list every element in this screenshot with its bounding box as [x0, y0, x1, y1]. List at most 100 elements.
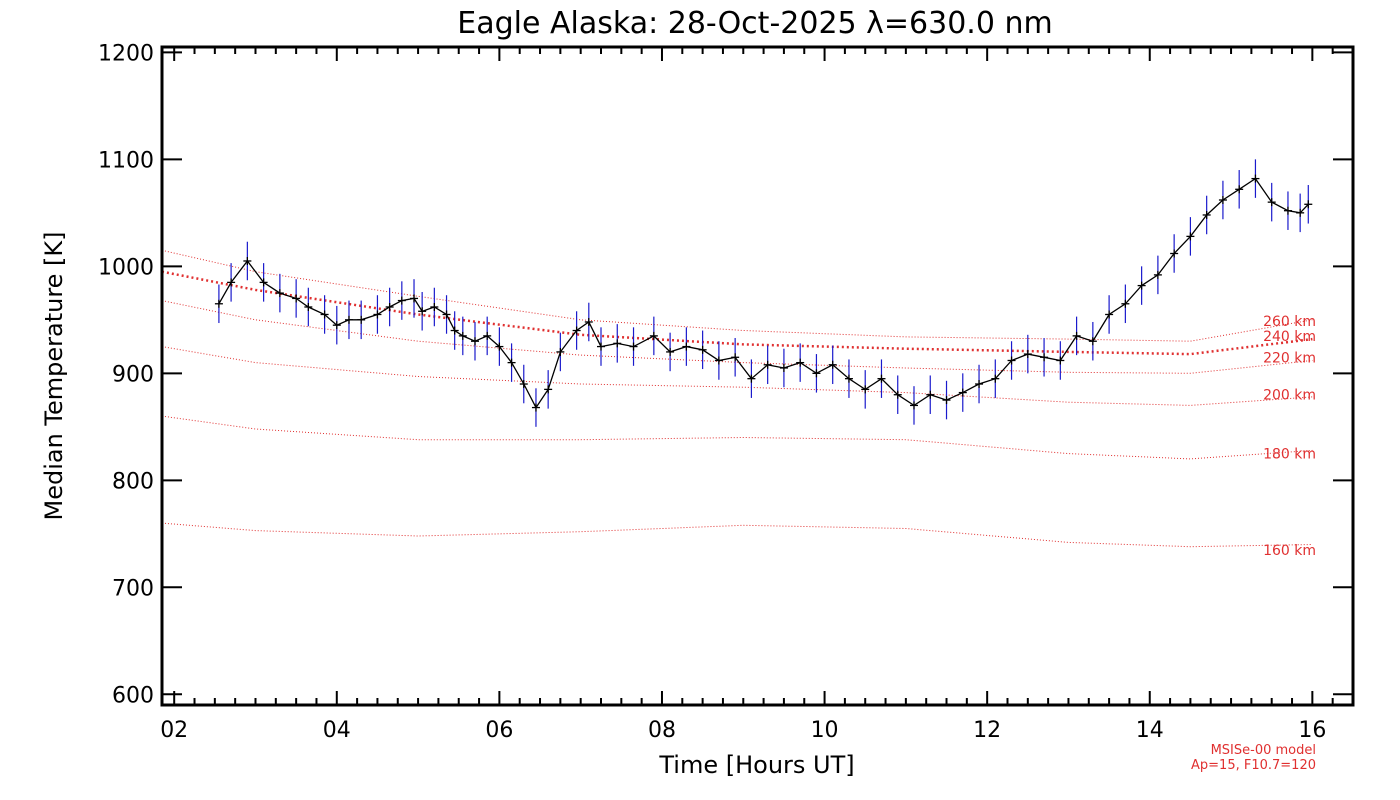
x-tick-label: 02 [160, 718, 188, 743]
data-point [649, 331, 658, 340]
data-point [531, 403, 540, 412]
y-tick-label: 800 [112, 469, 154, 494]
model-label: 200 km [1263, 388, 1316, 404]
data-point [828, 360, 837, 369]
data-point [1218, 195, 1227, 204]
data-point [544, 385, 553, 394]
data-point [519, 380, 528, 389]
data-point [909, 401, 918, 410]
data-point [1105, 310, 1114, 319]
data-point [731, 353, 740, 362]
data-point [1072, 331, 1081, 340]
model-label: 180 km [1263, 447, 1316, 463]
data-point [958, 388, 967, 397]
data-point [796, 358, 805, 367]
data-point [410, 294, 419, 303]
model-curve-180km [161, 415, 1313, 460]
model-curve-160km [161, 522, 1313, 548]
data-point [1007, 356, 1016, 365]
y-tick-label: 900 [112, 362, 154, 387]
data-point [385, 302, 394, 311]
model-footnote-line-1: MSISe-00 model [1211, 743, 1316, 758]
y-axis-label: Median Temperature [K] [40, 231, 68, 520]
data-point [304, 302, 313, 311]
data-point [470, 337, 479, 346]
data-point [714, 356, 723, 365]
data-point [975, 380, 984, 389]
data-point [666, 347, 675, 356]
x-tick-label: 12 [973, 718, 1001, 743]
y-tick-label: 1100 [98, 148, 154, 173]
data-point [344, 315, 353, 324]
x-tick-label: 16 [1298, 718, 1326, 743]
data-point [357, 315, 366, 324]
data-point [747, 374, 756, 383]
data-point [1296, 208, 1305, 217]
data-point [844, 374, 853, 383]
data-point [1186, 232, 1195, 241]
data-point [214, 299, 223, 308]
data-point [418, 307, 427, 316]
data-point [1023, 350, 1032, 359]
data-point [877, 374, 886, 383]
model-curve-200km [161, 346, 1313, 406]
model-curve-220km [161, 300, 1313, 374]
data-point [292, 294, 301, 303]
data-point [763, 360, 772, 369]
data-point [1304, 200, 1313, 209]
data-point [1267, 198, 1276, 207]
data-point [597, 342, 606, 351]
data-point [556, 347, 565, 356]
data-point [1056, 356, 1065, 365]
data-point [275, 289, 284, 298]
data-point [584, 317, 593, 326]
model-curve-260km [161, 249, 1313, 342]
x-tick-label: 08 [648, 718, 676, 743]
data-point [450, 326, 459, 335]
y-tick-label: 700 [112, 576, 154, 601]
data-point [259, 278, 268, 287]
data-point [1121, 299, 1130, 308]
data-point [572, 326, 581, 335]
model-label: 220 km [1263, 350, 1316, 366]
x-tick-label: 06 [485, 718, 513, 743]
chart-title: Eagle Alaska: 28-Oct-2025 λ=630.0 nm [457, 6, 1052, 41]
data-point [1283, 206, 1292, 215]
y-tick-label: 1000 [98, 255, 154, 280]
data-point [861, 385, 870, 394]
data-point [430, 302, 439, 311]
data-point [483, 331, 492, 340]
x-axis-label: Time [Hours UT] [658, 751, 854, 779]
data-point [507, 358, 516, 367]
data-point [613, 339, 622, 348]
measurement-series [214, 159, 1313, 427]
data-point [779, 363, 788, 372]
data-point [442, 310, 451, 319]
data-point [1251, 174, 1260, 183]
data-point [243, 256, 252, 265]
data-point [1088, 337, 1097, 346]
data-point [1235, 185, 1244, 194]
data-point [227, 278, 236, 287]
model-label: 240 km [1263, 329, 1316, 345]
plot-frame [160, 45, 1355, 707]
data-point [926, 390, 935, 399]
data-point [942, 396, 951, 405]
x-tick-label: 04 [323, 718, 351, 743]
data-point [698, 345, 707, 354]
data-point [682, 342, 691, 351]
data-point [1202, 210, 1211, 219]
y-tick-label: 1200 [98, 41, 154, 66]
data-point [893, 390, 902, 399]
data-point [991, 374, 1000, 383]
data-point [1153, 270, 1162, 279]
model-label: 160 km [1263, 543, 1316, 559]
data-point [1040, 353, 1049, 362]
data-point [332, 321, 341, 330]
x-tick-label: 10 [811, 718, 839, 743]
model-curve-240km [161, 270, 1313, 356]
data-point [1137, 281, 1146, 290]
x-tick-label: 14 [1136, 718, 1164, 743]
